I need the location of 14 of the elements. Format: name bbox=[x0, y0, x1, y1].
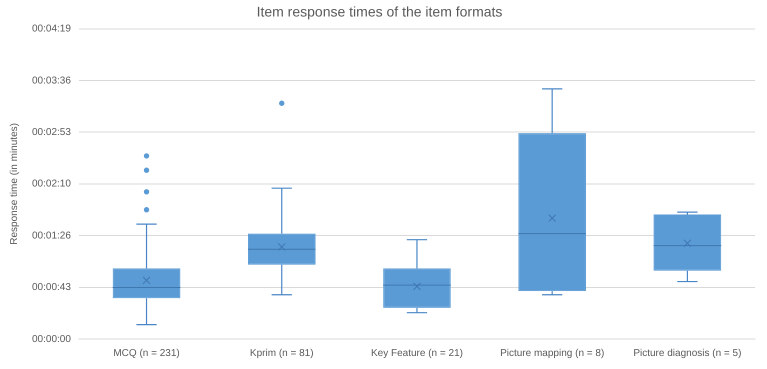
x-tick-label: Picture diagnosis (n = 5) bbox=[633, 348, 742, 359]
y-tick-label: 00:01:26 bbox=[32, 230, 72, 242]
x-tick-label: Kprim (n = 81) bbox=[250, 348, 314, 359]
y-tick-label: 00:00:43 bbox=[32, 282, 72, 294]
x-tick-label: MCQ (n = 231) bbox=[113, 348, 180, 359]
y-tick-label: 00:04:19 bbox=[32, 24, 72, 35]
y-tick-label: 00:03:36 bbox=[32, 75, 72, 86]
y-tick-label: 00:00:00 bbox=[32, 334, 72, 345]
chart-title: Item response times of the item formats bbox=[256, 3, 502, 20]
x-tick-label: Key Feature (n = 21) bbox=[370, 348, 463, 359]
y-axis-title: Response time (in minutes) bbox=[8, 123, 20, 245]
y-tick-label: 00:02:53 bbox=[32, 126, 72, 138]
x-tick-label: Picture mapping (n = 8) bbox=[500, 348, 604, 359]
y-tick-label: 00:02:10 bbox=[32, 178, 72, 190]
